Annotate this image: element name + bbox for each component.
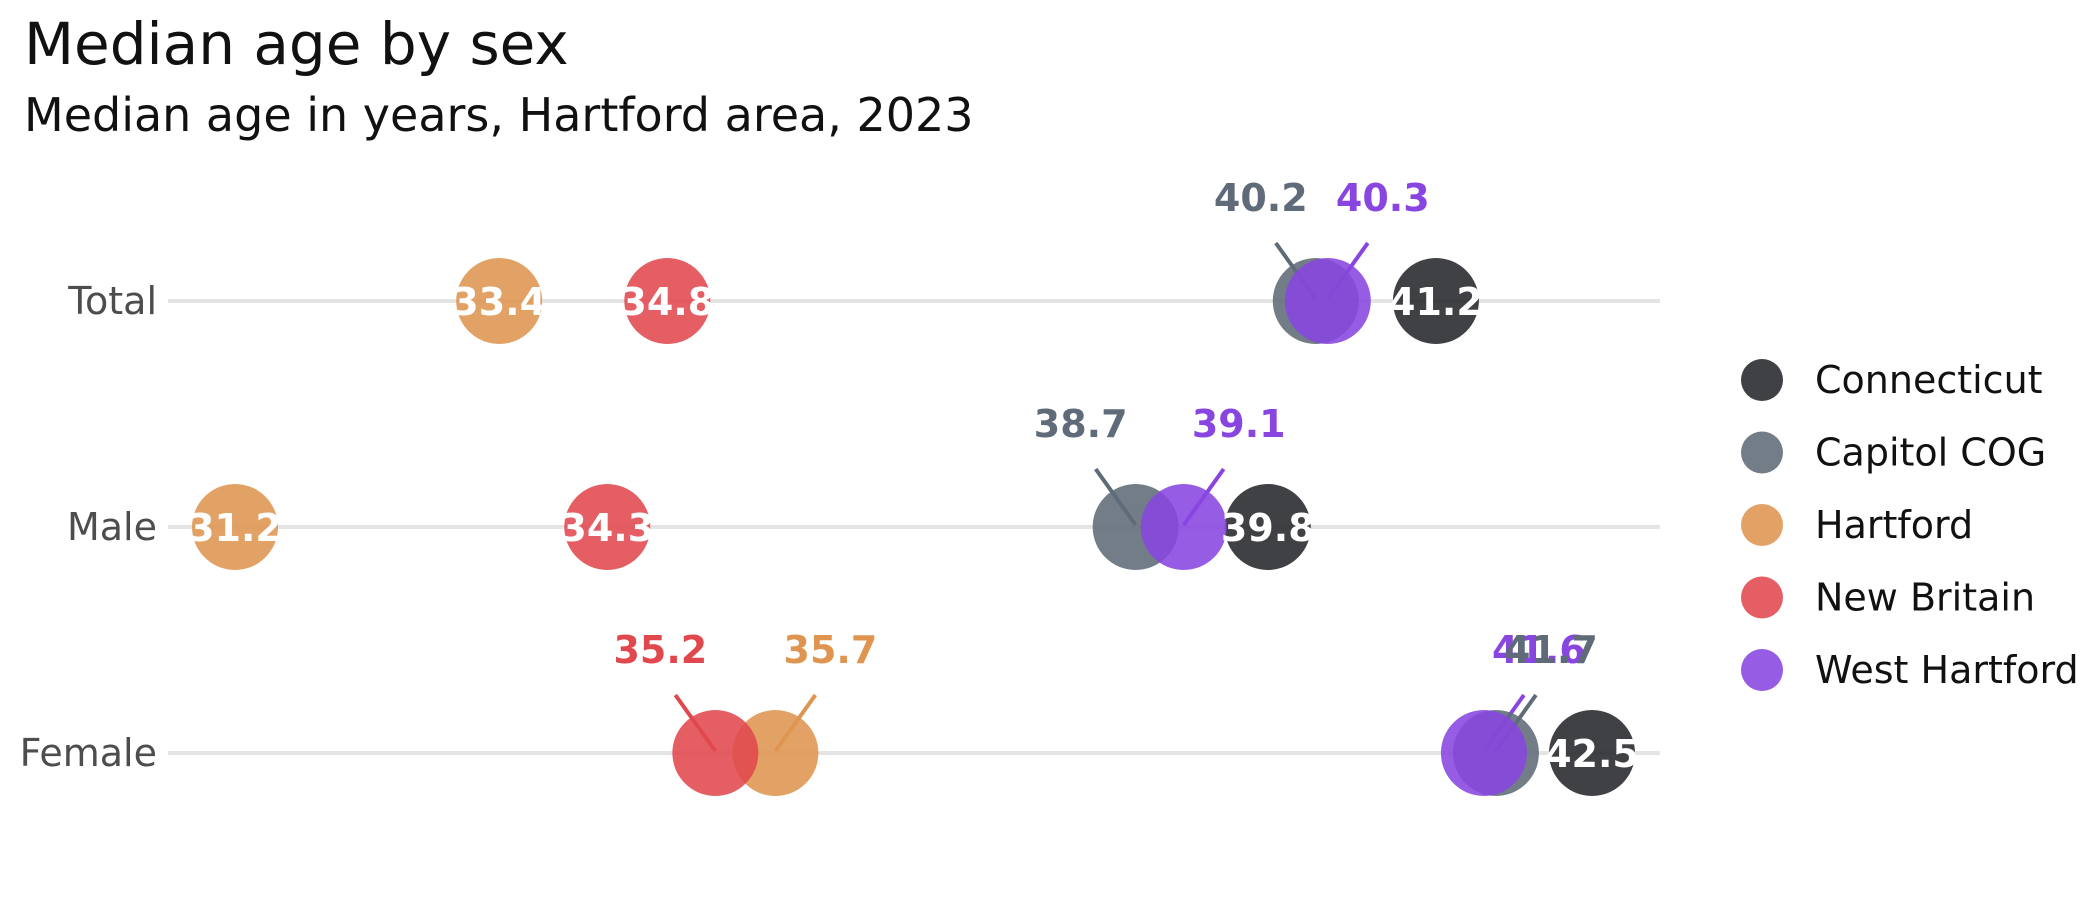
data-label-new-britain-male: 34.3 <box>560 506 654 550</box>
point-connecticut-male <box>1224 484 1311 570</box>
data-label-connecticut-female: 42.5 <box>1545 732 1639 776</box>
data-label-hartford-male: 31.2 <box>188 506 282 550</box>
grid-layer <box>168 299 1660 755</box>
callout-label-hartford-female: 35.7 <box>784 628 878 672</box>
data-label-connecticut-male: 39.8 <box>1221 506 1315 550</box>
legend-swatch-hartford <box>1741 504 1783 546</box>
legend-label-new-britain: New Britain <box>1815 576 2035 620</box>
chart-title: Median age by sex <box>24 10 569 78</box>
legend-swatch-connecticut <box>1741 359 1783 401</box>
legend-label-west-hartford: West Hartford <box>1815 648 2079 692</box>
legend-label-capitol-cog: Capitol COG <box>1815 431 2046 475</box>
category-label-male: Male <box>67 505 157 549</box>
category-label-total: Total <box>67 279 157 323</box>
callout-label-west-hartford-total: 40.3 <box>1336 176 1430 220</box>
data-label-new-britain-total: 34.8 <box>620 280 714 324</box>
chart-subtitle: Median age in years, Hartford area, 2023 <box>24 88 974 142</box>
data-label-connecticut-total: 41.2 <box>1389 280 1483 324</box>
data-label-hartford-total: 33.4 <box>452 280 546 324</box>
point-west-hartford-female <box>1440 710 1527 796</box>
legend: Connecticut Capitol COG Hartford New Britai… <box>1741 358 2079 692</box>
callout-label-west-hartford-male: 39.1 <box>1192 402 1286 446</box>
callout-label-new-britain-female: 35.2 <box>613 628 707 672</box>
point-connecticut-female <box>1549 710 1635 796</box>
point-west-hartford-male <box>1140 484 1227 570</box>
callout-label-west-hartford-female: 41.6 <box>1492 628 1586 672</box>
point-hartford-male <box>192 484 278 570</box>
legend-swatch-west-hartford <box>1741 649 1783 691</box>
legend-label-hartford: Hartford <box>1815 503 1973 547</box>
point-new-britain-female <box>672 710 759 796</box>
point-new-britain-total <box>624 258 711 344</box>
point-west-hartford-total <box>1284 258 1371 344</box>
category-label-female: Female <box>20 731 157 775</box>
legend-label-connecticut: Connecticut <box>1815 358 2043 402</box>
callout-label-capitol-cog-female: 41.7 <box>1504 628 1598 672</box>
point-new-britain-male <box>564 484 651 570</box>
category-labels: Total Male Female <box>20 279 157 775</box>
point-hartford-total <box>456 258 543 344</box>
callout-label-capitol-cog-total: 40.2 <box>1214 176 1308 220</box>
legend-swatch-new-britain <box>1741 576 1783 619</box>
data-points <box>192 258 1635 796</box>
callout-label-capitol-cog-male: 38.7 <box>1034 402 1128 446</box>
data-labels: 33.4 34.8 41.2 31.2 34.3 39.8 42.5 40.2 40.3 38.7… <box>188 176 1639 776</box>
point-hartford-female <box>732 710 819 796</box>
legend-swatch-capitol-cog <box>1741 431 1783 474</box>
point-connecticut-total <box>1392 258 1479 344</box>
